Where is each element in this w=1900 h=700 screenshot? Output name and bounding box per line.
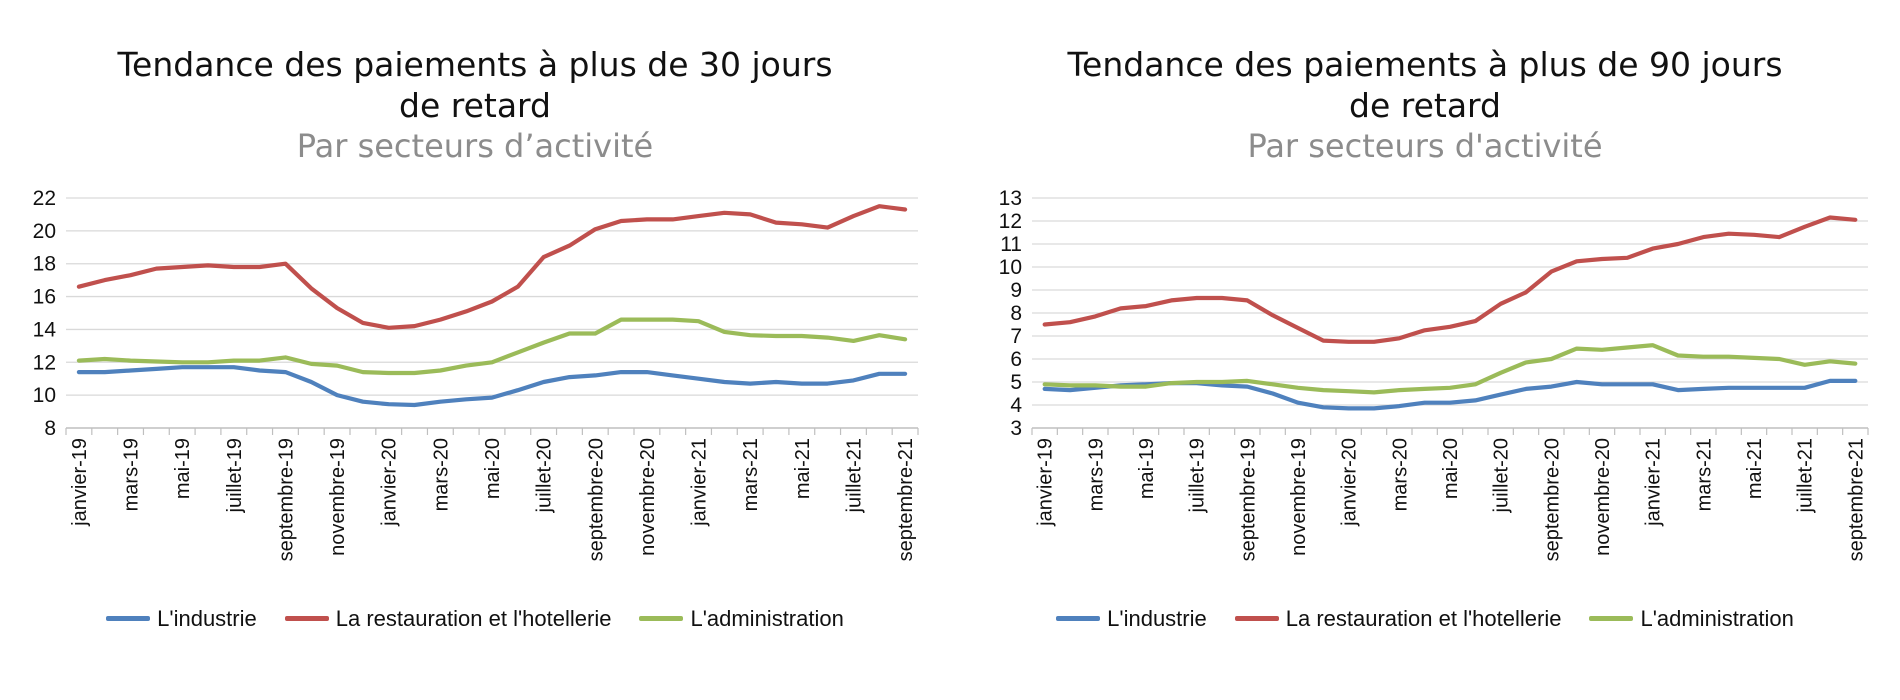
legend-swatch	[639, 615, 684, 621]
x-tick-label: juillet-19	[224, 438, 246, 513]
x-tick-label: mars-20	[430, 438, 452, 511]
chart-legend: L'industrie La restauration et l'hoteller…	[1010, 606, 1840, 632]
legend-label: L'industrie	[1107, 606, 1207, 631]
x-tick-label: novembre-19	[1288, 438, 1310, 556]
chart-panel-90-jours: Tendance des paiements à plus de 90 jour…	[950, 0, 1900, 700]
y-tick-label: 8	[1010, 302, 1022, 325]
y-tick-label: 18	[33, 253, 56, 276]
legend-label: L'administration	[690, 606, 844, 631]
y-tick-label: 12	[33, 351, 56, 374]
y-tick-label: 22	[33, 187, 56, 210]
x-tick-label: septembre-21	[895, 438, 917, 561]
y-tick-label: 4	[1010, 394, 1022, 417]
chart-legend: L'industrie La restauration et l'hoteller…	[60, 606, 890, 632]
chart-title-block: Tendance des paiements à plus de 90 jour…	[1010, 44, 1840, 166]
legend-label: L'industrie	[157, 606, 257, 631]
legend-item: L'industrie	[1056, 606, 1207, 632]
x-tick-label: janvier-21	[689, 438, 711, 527]
x-tick-label: septembre-20	[1541, 438, 1563, 561]
y-tick-label: 12	[999, 210, 1022, 233]
x-tick-label: juillet-20	[534, 438, 556, 513]
chart-title-block: Tendance des paiements à plus de 30 jour…	[60, 44, 890, 166]
legend-item: L'industrie	[106, 606, 257, 632]
y-tick-label: 9	[1010, 279, 1022, 302]
y-tick-label: 20	[33, 220, 56, 243]
x-tick-label: janvier-20	[1339, 438, 1361, 527]
x-tick-label: septembre-19	[1237, 438, 1259, 561]
chart-title-line-1: Tendance des paiements à plus de 90 jour…	[1067, 45, 1783, 84]
y-tick-label: 14	[33, 318, 57, 341]
series-line-l-administration	[76, 317, 908, 376]
x-tick-label: juillet-21	[843, 438, 865, 513]
x-tick-label: mai-21	[792, 438, 814, 499]
legend-item: La restauration et l'hotellerie	[284, 606, 612, 632]
y-tick-label: 10	[999, 256, 1022, 279]
y-tick-label: 3	[1010, 417, 1022, 440]
legend-label: La restauration et l'hotellerie	[1285, 606, 1562, 631]
x-tick-label: mars-19	[121, 438, 143, 511]
y-tick-label: 13	[999, 187, 1022, 210]
chart-title-line-1: Tendance des paiements à plus de 30 jour…	[117, 45, 833, 84]
series-line-l-industrie	[76, 365, 908, 408]
x-tick-label: janvier-19	[1035, 438, 1057, 527]
x-tick-label: novembre-20	[1592, 438, 1614, 556]
x-tick-label: juillet-21	[1795, 438, 1817, 513]
legend-swatch	[1589, 615, 1634, 621]
series-line-la-restauration-et-l-hotellerie	[1042, 215, 1858, 344]
legend-item: L'administration	[1589, 606, 1794, 632]
x-tick-label: mai-20	[1440, 438, 1462, 499]
x-tick-label: mars-20	[1389, 438, 1411, 511]
x-tick-label: mai-20	[482, 438, 504, 499]
y-tick-label: 5	[1010, 371, 1022, 394]
x-tick-label: novembre-20	[637, 438, 659, 556]
legend-swatch	[1234, 615, 1279, 621]
x-tick-label: mai-19	[172, 438, 194, 499]
legend-item: La restauration et l'hotellerie	[1234, 606, 1562, 632]
chart-subtitle: Par secteurs d'activité	[1247, 127, 1603, 165]
chart-panel-30-jours: Tendance des paiements à plus de 30 jour…	[33, 44, 919, 632]
x-tick-label: septembre-21	[1845, 438, 1867, 561]
legend-swatch	[1056, 615, 1101, 621]
x-tick-label: mai-19	[1136, 438, 1158, 499]
chart-title-line-2: de retard	[1349, 86, 1501, 125]
y-tick-label: 6	[1010, 348, 1022, 371]
y-tick-label: 10	[33, 384, 56, 407]
series-line-l-administration	[1042, 343, 1858, 395]
x-tick-label: mars-19	[1085, 438, 1107, 511]
y-tick-label: 8	[44, 417, 56, 440]
x-tick-label: janvier-20	[379, 438, 401, 527]
series-line-la-restauration-et-l-hotellerie	[76, 204, 908, 330]
x-tick-label: mars-21	[1693, 438, 1715, 511]
x-tick-label: septembre-20	[585, 438, 607, 561]
chart-subtitle: Par secteurs d’activité	[296, 127, 654, 165]
legend-item: L'administration	[639, 606, 844, 632]
x-tick-label: mai-21	[1744, 438, 1766, 499]
y-tick-label: 11	[1000, 233, 1022, 256]
x-tick-label: janvier-19	[69, 438, 91, 527]
x-tick-label: janvier-21	[1643, 438, 1665, 527]
chart-title-line-2: de retard	[399, 86, 551, 125]
line-chart-30-jours: 8 10 12 14 16 18 20 22 janvier-19 mars-19 mai-19 ju…	[33, 187, 919, 561]
legend-label: La restauration et l'hotellerie	[335, 606, 612, 631]
y-tick-label: 16	[33, 286, 56, 309]
y-tick-label: 7	[1010, 325, 1022, 348]
x-tick-label: juillet-20	[1491, 438, 1513, 513]
x-tick-label: mars-21	[740, 438, 762, 511]
legend-swatch	[106, 615, 151, 621]
legend-swatch	[284, 615, 329, 621]
x-tick-label: septembre-19	[275, 438, 297, 561]
x-tick-label: novembre-19	[327, 438, 349, 556]
x-tick-label: juillet-19	[1187, 438, 1209, 513]
legend-label: L'administration	[1640, 606, 1794, 631]
